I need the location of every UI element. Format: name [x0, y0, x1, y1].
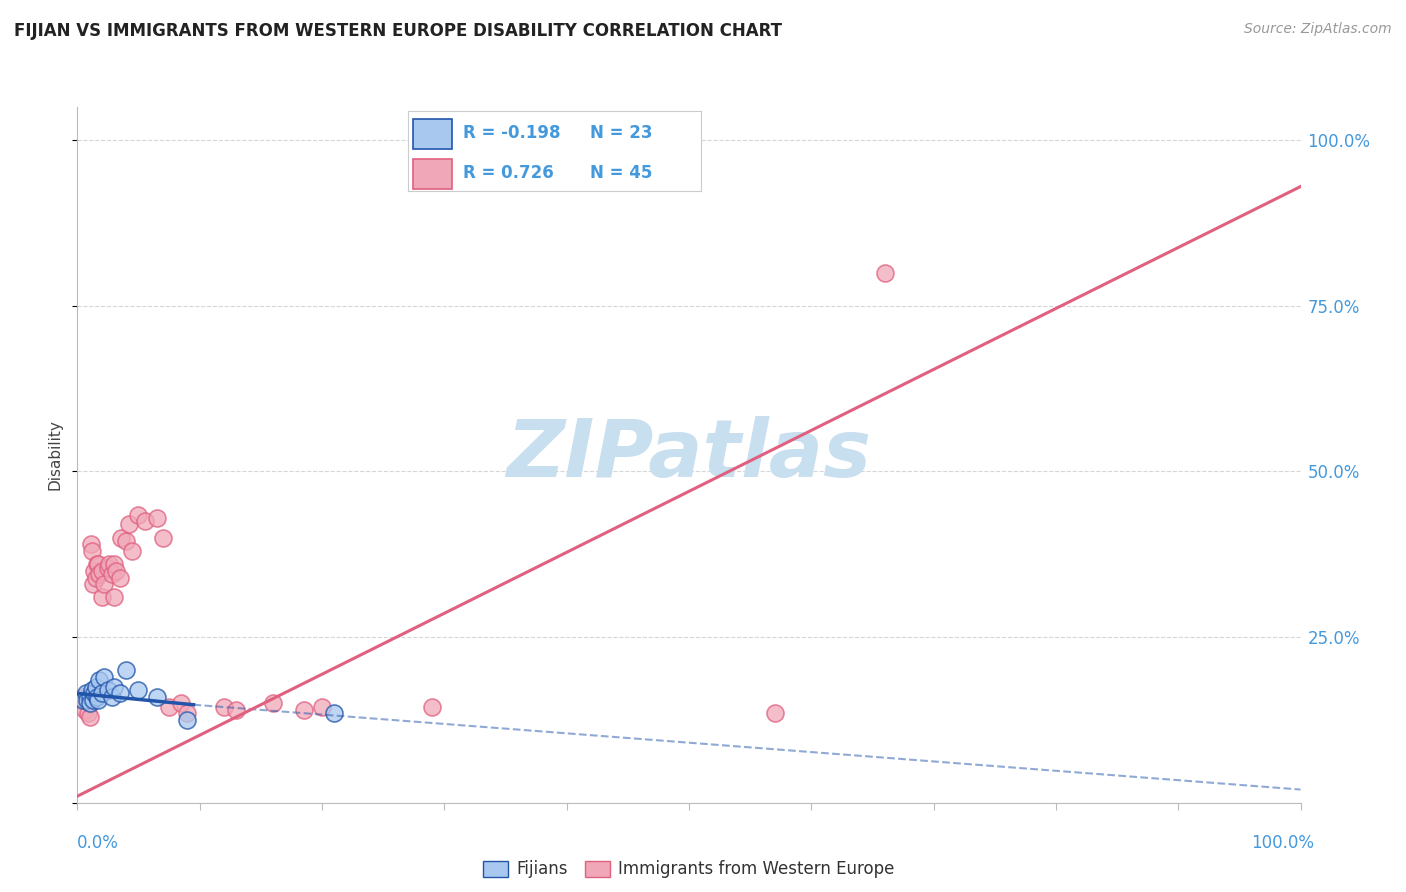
Point	[84, 570, 107, 584]
Point	[86, 690, 108, 704]
Point	[77, 706, 100, 721]
Point	[146, 690, 169, 704]
Point	[73, 703, 96, 717]
Point	[72, 690, 94, 704]
Point	[170, 697, 193, 711]
Point	[76, 693, 98, 707]
Point	[225, 703, 247, 717]
Point	[118, 517, 141, 532]
Text: 100.0%: 100.0%	[1251, 834, 1315, 852]
Point	[176, 706, 198, 721]
Point	[89, 673, 111, 688]
Point	[115, 663, 138, 677]
Legend: Fijians, Immigrants from Western Europe: Fijians, Immigrants from Western Europe	[477, 854, 901, 885]
Point	[212, 699, 235, 714]
Point	[108, 570, 131, 584]
Point	[79, 709, 101, 723]
Point	[311, 699, 333, 714]
Point	[83, 686, 105, 700]
Point	[763, 706, 786, 721]
Point	[87, 693, 110, 707]
Point	[93, 577, 115, 591]
Point	[152, 531, 174, 545]
Point	[103, 680, 125, 694]
Text: 0.0%: 0.0%	[77, 834, 120, 852]
Point	[79, 697, 101, 711]
Point	[93, 670, 115, 684]
Point	[262, 697, 284, 711]
Point	[97, 683, 120, 698]
Point	[76, 693, 98, 707]
Point	[83, 564, 105, 578]
Point	[79, 697, 101, 711]
Point	[176, 713, 198, 727]
Point	[84, 680, 107, 694]
Point	[97, 560, 120, 574]
Point	[82, 577, 104, 591]
Point	[105, 564, 128, 578]
Point	[80, 537, 103, 551]
Point	[79, 690, 101, 704]
Point	[115, 534, 138, 549]
Point	[82, 693, 104, 707]
Point	[75, 686, 97, 700]
Point	[100, 567, 122, 582]
Point	[103, 591, 125, 605]
Point	[98, 558, 121, 572]
Point	[873, 266, 896, 280]
Text: FIJIAN VS IMMIGRANTS FROM WESTERN EUROPE DISABILITY CORRELATION CHART: FIJIAN VS IMMIGRANTS FROM WESTERN EUROPE…	[14, 22, 782, 40]
Point	[86, 558, 108, 572]
Point	[157, 699, 180, 714]
Point	[103, 558, 125, 572]
Point	[292, 703, 315, 717]
Point	[75, 693, 97, 707]
Point	[146, 511, 169, 525]
Point	[323, 706, 346, 721]
Point	[420, 699, 443, 714]
Text: ZIPatlas: ZIPatlas	[506, 416, 872, 494]
Point	[90, 564, 112, 578]
Point	[121, 544, 143, 558]
Point	[70, 693, 93, 707]
Point	[128, 683, 150, 698]
Point	[90, 686, 112, 700]
Point	[108, 686, 131, 700]
Point	[110, 531, 132, 545]
Y-axis label: Disability: Disability	[46, 419, 62, 491]
Point	[89, 567, 111, 582]
Point	[87, 558, 110, 572]
Point	[134, 514, 156, 528]
Point	[90, 591, 112, 605]
Point	[100, 690, 122, 704]
Point	[80, 544, 103, 558]
Point	[80, 683, 103, 698]
Point	[128, 508, 150, 522]
Text: Source: ZipAtlas.com: Source: ZipAtlas.com	[1244, 22, 1392, 37]
Point	[72, 693, 94, 707]
